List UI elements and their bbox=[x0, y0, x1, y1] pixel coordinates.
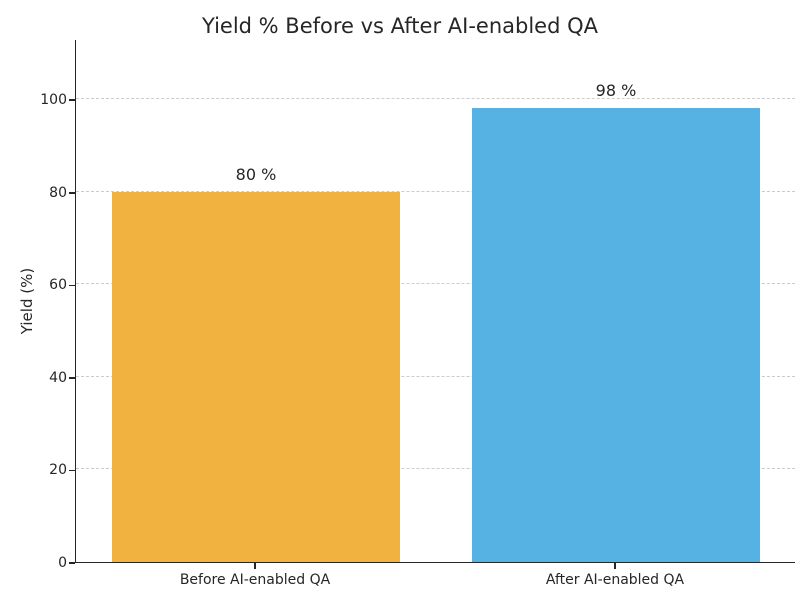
bar-after bbox=[472, 108, 760, 562]
x-tick-label: After AI-enabled QA bbox=[545, 572, 685, 588]
bar-value-label: 80 % bbox=[235, 164, 277, 184]
x-tick-mark-1 bbox=[614, 563, 616, 569]
y-tick-mark-80 bbox=[69, 191, 75, 194]
y-tick-label-100: 100 bbox=[40, 92, 67, 109]
gridline-y-60 bbox=[76, 283, 795, 285]
y-tick-mark-100 bbox=[69, 99, 75, 101]
y-tick-mark-0 bbox=[69, 562, 75, 564]
plot-area: 80 % 98 % bbox=[75, 40, 795, 563]
x-tick-label: Before AI-enabled QA bbox=[179, 572, 331, 588]
gridline-y-80 bbox=[76, 190, 795, 192]
y-tick-mark-20 bbox=[69, 469, 75, 472]
y-tick-mark-40 bbox=[69, 377, 75, 379]
y-tick-mark-60 bbox=[69, 284, 75, 287]
y-tick-label-80: 80 bbox=[49, 184, 67, 201]
bar-before bbox=[112, 191, 400, 562]
gridline-y-40 bbox=[76, 375, 795, 377]
y-tick-label-0: 0 bbox=[58, 555, 67, 571]
y-axis-label: Yield (%) bbox=[18, 267, 36, 335]
gridline-y-100 bbox=[76, 98, 795, 100]
y-tick-label-20: 20 bbox=[49, 462, 67, 479]
gridline-y-20 bbox=[76, 468, 795, 470]
y-tick-label-40: 40 bbox=[49, 369, 67, 386]
y-tick-label-60: 60 bbox=[49, 277, 67, 294]
chart-title: Yield % Before vs After AI-enabled QA bbox=[201, 14, 598, 38]
bar-value-label: 98 % bbox=[595, 81, 637, 101]
x-tick-mark-0 bbox=[254, 563, 256, 569]
